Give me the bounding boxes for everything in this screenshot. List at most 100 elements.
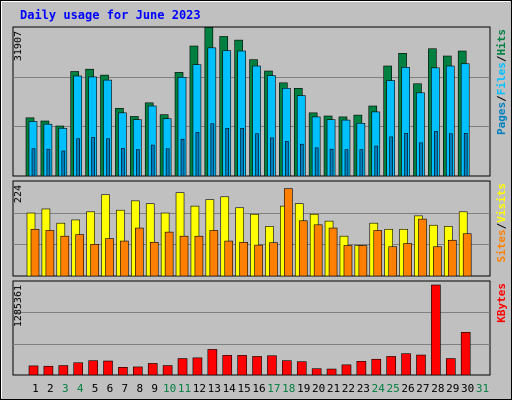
bottom-bar-kbytes <box>162 365 173 376</box>
x-tick-label: 30 <box>461 382 474 395</box>
x-tick-label: 1 <box>32 382 39 395</box>
middle-bar-sites <box>149 241 159 277</box>
bottom-ymax-label: 1285361 <box>13 285 24 327</box>
bottom-legend-entry: KBytes <box>495 283 508 323</box>
x-tick-label: 15 <box>237 382 250 395</box>
bottom-bar-kbytes <box>103 360 113 376</box>
middle-bar-sites <box>135 227 144 277</box>
middle-bar-sites <box>209 230 219 277</box>
middle-legend: Sites/Visits <box>495 183 508 263</box>
bottom-bar-kbytes <box>73 362 84 376</box>
top-bar-pages <box>359 149 364 177</box>
bottom-bar-kbytes <box>147 363 158 376</box>
middle-bar-sites <box>388 246 397 277</box>
x-tick-label: 25 <box>387 382 400 395</box>
bottom-bar-kbytes <box>28 365 39 376</box>
bottom-bar-kbytes <box>177 358 188 376</box>
top-bar-pages <box>285 141 289 177</box>
x-tick-label: 21 <box>327 382 340 395</box>
middle-bar-sites <box>403 243 412 277</box>
top-legend-entry: Hits <box>495 29 508 56</box>
x-tick-label: 13 <box>208 382 221 395</box>
bottom-bar-kbytes <box>356 361 367 376</box>
top-bar-pages <box>344 149 349 177</box>
middle-bar-sites <box>30 228 40 277</box>
bottom-bar-kbytes <box>118 366 128 376</box>
top-legend-separator: / <box>495 55 508 62</box>
x-tick-label: 27 <box>416 382 429 395</box>
middle-bar-sites <box>164 231 174 277</box>
middle-legend-entry: Sites <box>495 229 508 262</box>
bottom-bar-kbytes <box>371 358 382 376</box>
middle-bar-sites <box>120 240 129 277</box>
top-bar-pages <box>463 132 468 177</box>
bottom-bar-kbytes <box>43 365 54 376</box>
bottom-bar-kbytes <box>267 355 277 376</box>
middle-bar-sites <box>179 235 189 277</box>
top-bar-pages <box>136 149 140 177</box>
top-bar-pages <box>434 131 438 177</box>
top-legend-entry: Files <box>495 62 508 95</box>
x-tick-label: 11 <box>178 382 191 395</box>
middle-bar-sites <box>90 244 99 277</box>
bottom-bar-kbytes <box>133 366 143 376</box>
bottom-legend: KBytes <box>495 283 508 323</box>
bottom-bar-kbytes <box>311 368 322 376</box>
top-bar-pages <box>270 137 274 177</box>
top-bar-pages <box>240 127 244 177</box>
top-legend-entry: Pages <box>495 102 508 135</box>
bottom-bar-kbytes <box>252 356 262 376</box>
middle-bar-sites <box>224 240 234 277</box>
middle-bar-sites <box>358 245 368 277</box>
top-bar-pages <box>121 147 125 177</box>
middle-bar-sites <box>343 245 353 277</box>
x-tick-label: 14 <box>223 382 237 395</box>
top-bar-pages <box>389 136 393 177</box>
top-bar-pages <box>106 138 110 177</box>
x-tick-label: 19 <box>297 382 310 395</box>
x-tick-label: 5 <box>92 382 99 395</box>
top-bar-pages <box>195 132 200 177</box>
top-bar-pages <box>299 143 304 177</box>
middle-bar-sites <box>462 233 472 277</box>
bottom-bar-kbytes <box>207 349 218 376</box>
x-tick-label: 16 <box>252 382 265 395</box>
top-bar-pages <box>314 147 319 177</box>
middle-bar-sites <box>373 230 383 277</box>
top-bar-pages <box>165 148 170 177</box>
chart-title: Daily usage for June 2023 <box>20 8 201 22</box>
middle-bar-sites <box>313 224 323 277</box>
x-tick-label: 7 <box>122 382 129 395</box>
bottom-bar-kbytes <box>192 357 203 376</box>
middle-bar-sites <box>284 188 293 277</box>
x-tick-label: 23 <box>357 382 370 395</box>
middle-bar-sites <box>269 242 278 277</box>
middle-ymax-label: 224 <box>13 185 24 203</box>
middle-bar-sites <box>45 230 55 277</box>
top-bar-pages <box>374 145 379 177</box>
bottom-bar-kbytes <box>326 368 337 376</box>
top-bar-pages <box>329 148 334 177</box>
top-bar-pages <box>448 133 453 177</box>
bottom-bar-kbytes <box>416 354 426 376</box>
bottom-bar-kbytes <box>445 358 456 376</box>
top-ymax-label: 31907 <box>13 31 24 61</box>
middle-bar-sites <box>254 244 263 277</box>
x-tick-label: 28 <box>431 382 444 395</box>
middle-bar-sites <box>60 235 70 277</box>
x-tick-label: 26 <box>401 382 414 395</box>
middle-bar-sites <box>239 241 248 277</box>
x-tick-label: 9 <box>151 382 158 395</box>
middle-legend-entry: Visits <box>495 183 508 223</box>
x-tick-label: 18 <box>282 382 295 395</box>
top-bar-pages <box>210 123 215 177</box>
bottom-bar-kbytes <box>401 353 411 376</box>
top-bar-pages <box>225 127 230 177</box>
middle-bar-sites <box>328 227 338 277</box>
bottom-bar-kbytes <box>341 364 352 376</box>
x-tick-label: 24 <box>372 382 386 395</box>
bottom-bar-kbytes <box>460 331 471 376</box>
top-bar-pages <box>419 142 423 177</box>
